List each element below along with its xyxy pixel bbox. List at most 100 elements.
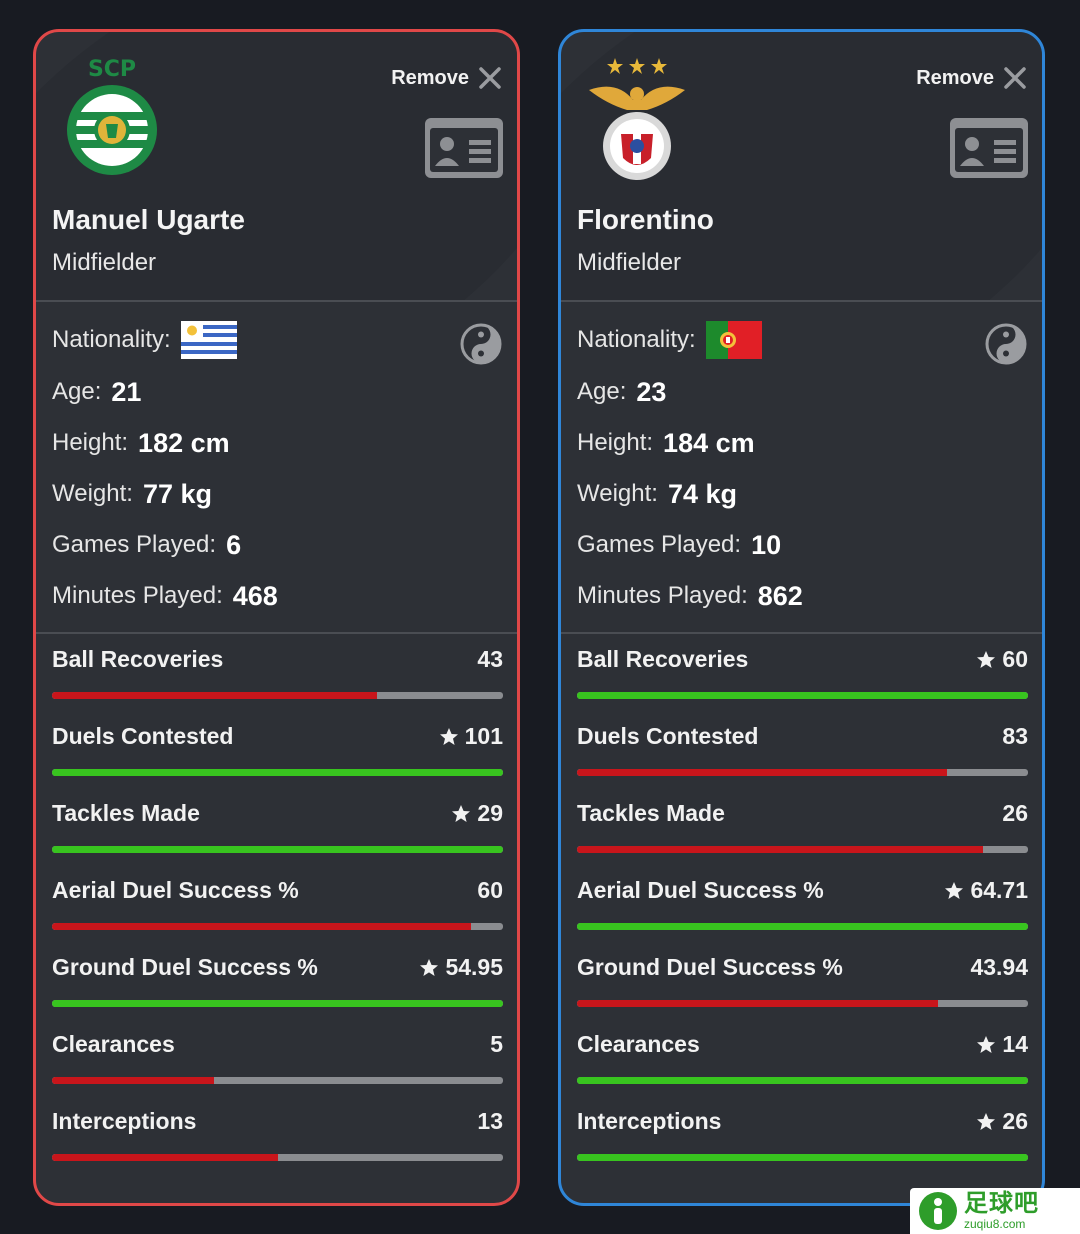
portugal-flag-icon: [705, 321, 762, 359]
stat-row: Aerial Duel Success % 60: [52, 871, 503, 948]
stat-value: 13: [477, 1108, 503, 1134]
stat-label: Ball Recoveries: [52, 646, 224, 672]
site-watermark: 足球吧 zuqiu8.com: [910, 1188, 1080, 1234]
stat-value: 14: [1002, 1031, 1028, 1057]
stat-bar-fill: [52, 769, 503, 776]
stat-bar-fill: [577, 846, 983, 853]
stat-bar-track: [577, 923, 1028, 930]
stat-bar-fill: [577, 1000, 938, 1007]
height-row: Height: 182 cm: [52, 423, 230, 463]
star-icon: [439, 727, 458, 745]
player-card-right: Remove Florentino Midfielder Nationality…: [558, 29, 1045, 1206]
id-card-icon[interactable]: [950, 118, 1028, 178]
minutes-label: Minutes Played:: [52, 582, 223, 609]
player-info: Nationality: Age: 21: [36, 302, 517, 634]
stat-bar-track: [577, 692, 1028, 699]
stat-label: Clearances: [52, 1031, 175, 1057]
stat-bar-track: [577, 769, 1028, 776]
nationality-row: Nationality:: [52, 320, 237, 360]
id-card-icon[interactable]: [425, 118, 503, 178]
star-icon: [977, 1035, 996, 1053]
stat-bar-fill: [577, 1077, 1028, 1084]
stat-row: Clearances 14: [577, 1025, 1028, 1102]
stat-value: 29: [477, 800, 503, 826]
stat-label: Duels Contested: [52, 723, 234, 749]
stat-value-group: 60: [477, 877, 503, 904]
stat-row: Aerial Duel Success % 64.71: [577, 871, 1028, 948]
height-value: 184 cm: [663, 427, 755, 458]
stat-value: 26: [1002, 1108, 1028, 1134]
stat-row: Tackles Made 29: [52, 794, 503, 871]
star-icon: [945, 881, 964, 899]
player-name: Florentino: [577, 204, 714, 235]
stat-row: Tackles Made 26: [577, 794, 1028, 871]
games-row: Games Played: 6: [52, 525, 241, 565]
remove-button[interactable]: Remove: [916, 62, 1028, 94]
star-icon: [420, 958, 439, 976]
player-card-left: SCP Remove: [33, 29, 520, 1206]
stat-value-group: 60: [976, 646, 1028, 673]
stat-label: Tackles Made: [577, 800, 725, 826]
stat-label: Ball Recoveries: [577, 646, 749, 672]
nationality-label: Nationality:: [52, 326, 171, 353]
stat-value: 43.94: [970, 954, 1028, 980]
benfica-crest-icon: [589, 58, 685, 180]
height-label: Height:: [577, 429, 654, 456]
stat-value-group: 43.94: [970, 954, 1028, 981]
nationality-label: Nationality:: [577, 326, 696, 353]
height-label: Height:: [52, 429, 129, 456]
remove-label: Remove: [916, 66, 994, 89]
zuqiu8-logo-icon: [919, 1192, 957, 1230]
stat-bar-fill: [52, 923, 472, 930]
close-icon: [479, 67, 501, 89]
uruguay-flag-icon: [180, 321, 237, 359]
stat-bar-track: [52, 846, 503, 853]
close-icon: [1004, 67, 1026, 89]
stat-bar-track: [52, 923, 503, 930]
weight-value: 77 kg: [142, 478, 212, 509]
stat-value-group: 13: [477, 1108, 503, 1135]
svg-text:SCP: SCP: [88, 57, 136, 82]
stat-label: Clearances: [577, 1031, 700, 1057]
stat-row: Ball Recoveries 43: [52, 640, 503, 717]
stat-value-group: 64.71: [944, 877, 1028, 904]
stat-bar-track: [577, 1000, 1028, 1007]
stat-bar-track: [52, 1000, 503, 1007]
sporting-cp-crest-icon: SCP: [67, 57, 157, 175]
remove-button[interactable]: Remove: [391, 62, 503, 94]
stat-value: 54.95: [445, 954, 503, 980]
nationality-row: Nationality:: [577, 320, 762, 360]
stat-value: 101: [464, 723, 503, 749]
stat-value-group: 83: [1002, 723, 1028, 750]
stat-label: Duels Contested: [577, 723, 759, 749]
age-label: Age:: [52, 378, 102, 405]
weight-label: Weight:: [577, 480, 658, 507]
stat-label: Tackles Made: [52, 800, 200, 826]
yin-yang-icon[interactable]: [459, 322, 503, 366]
stat-value: 64.71: [970, 877, 1028, 903]
player-header: Remove Florentino Midfielder: [561, 32, 1042, 302]
stat-row: Interceptions 13: [52, 1102, 503, 1179]
stat-row: Ground Duel Success % 43.94: [577, 948, 1028, 1025]
yin-yang-icon[interactable]: [984, 322, 1028, 366]
stat-bar-fill: [577, 769, 947, 776]
games-row: Games Played: 10: [577, 525, 781, 565]
stat-value: 60: [477, 877, 503, 903]
stat-value-group: 29: [451, 800, 503, 827]
stat-bar-fill: [577, 1154, 1028, 1161]
stat-label: Interceptions: [52, 1108, 197, 1134]
stat-row: Ball Recoveries 60: [577, 640, 1028, 717]
stat-bar-fill: [52, 846, 503, 853]
stat-value-group: 5: [490, 1031, 503, 1058]
watermark-cn: 足球吧: [964, 1190, 1039, 1217]
stat-bar-fill: [52, 1077, 215, 1084]
stat-row: Duels Contested 101: [52, 717, 503, 794]
stat-label: Ground Duel Success %: [577, 954, 843, 980]
stat-row: Duels Contested 83: [577, 717, 1028, 794]
stat-label: Interceptions: [577, 1108, 722, 1134]
minutes-row: Minutes Played: 862: [577, 576, 803, 616]
stat-bar-fill: [577, 692, 1028, 699]
games-label: Games Played:: [577, 531, 742, 558]
watermark-en: zuqiu8.com: [964, 1217, 1026, 1231]
minutes-value: 862: [757, 580, 803, 611]
